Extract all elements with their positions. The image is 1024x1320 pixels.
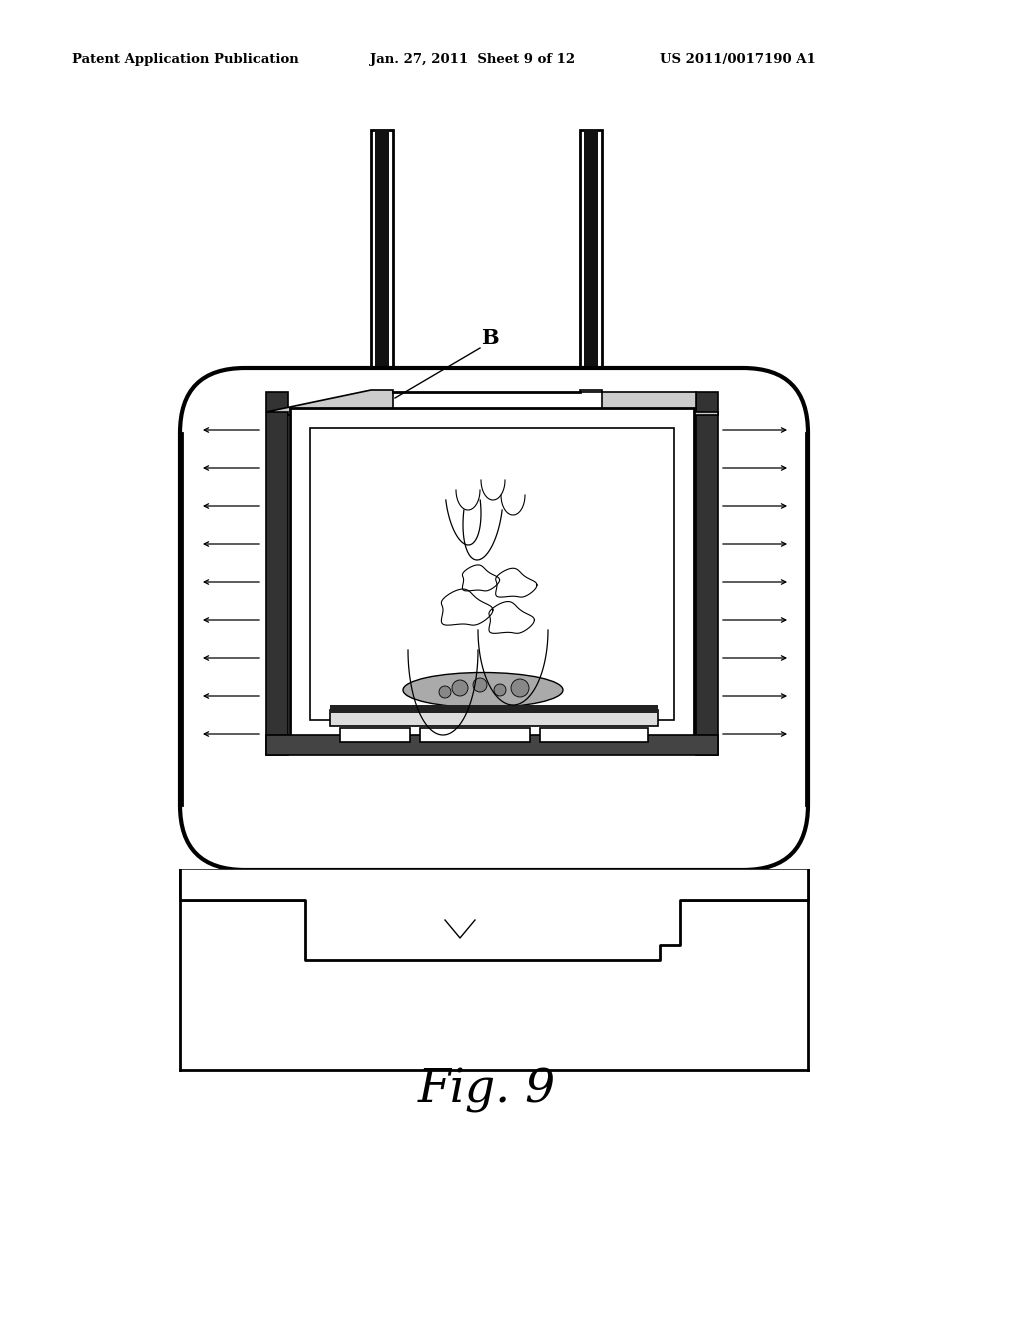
- Bar: [330, 710, 658, 726]
- Bar: [266, 392, 288, 755]
- Bar: [266, 735, 718, 755]
- Circle shape: [452, 680, 468, 696]
- Bar: [696, 392, 718, 755]
- Bar: [584, 129, 598, 389]
- Polygon shape: [180, 870, 808, 960]
- Bar: [290, 408, 694, 741]
- Bar: [696, 392, 718, 755]
- Bar: [315, 906, 390, 950]
- Bar: [266, 735, 718, 755]
- Circle shape: [473, 678, 487, 692]
- Bar: [330, 710, 658, 718]
- Bar: [420, 729, 530, 742]
- Text: US 2011/0017190 A1: US 2011/0017190 A1: [660, 54, 816, 66]
- Circle shape: [511, 678, 529, 697]
- Text: Fig. 9: Fig. 9: [418, 1068, 556, 1113]
- Bar: [371, 129, 393, 389]
- Bar: [330, 705, 658, 713]
- Circle shape: [439, 686, 451, 698]
- Text: B: B: [481, 327, 499, 348]
- Ellipse shape: [403, 672, 563, 708]
- Bar: [266, 392, 288, 755]
- Bar: [525, 906, 648, 950]
- Bar: [310, 428, 674, 719]
- Circle shape: [494, 684, 506, 696]
- Bar: [340, 729, 410, 742]
- Polygon shape: [266, 389, 393, 414]
- Bar: [375, 129, 389, 389]
- Bar: [400, 906, 515, 950]
- Text: Jan. 27, 2011  Sheet 9 of 12: Jan. 27, 2011 Sheet 9 of 12: [370, 54, 575, 66]
- Polygon shape: [580, 389, 718, 414]
- FancyBboxPatch shape: [180, 368, 808, 870]
- Bar: [540, 729, 648, 742]
- Text: Patent Application Publication: Patent Application Publication: [72, 54, 299, 66]
- Bar: [180, 870, 808, 900]
- Bar: [580, 129, 602, 389]
